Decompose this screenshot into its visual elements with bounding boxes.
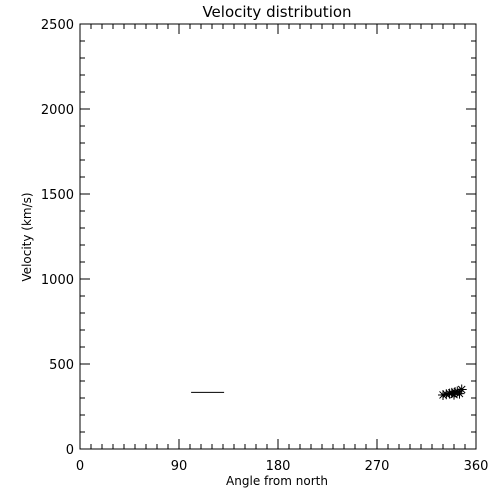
- y-tick-label: 1000: [41, 273, 74, 288]
- data-point: [441, 389, 452, 400]
- y-tick-label: 1500: [41, 188, 74, 203]
- chart-title: Velocity distribution: [202, 3, 351, 21]
- axis-ticks: 0 90 180 270 360 0 500 1000 1500 2000 2500: [41, 18, 489, 474]
- data-point: [449, 389, 459, 400]
- plot-frame: [79, 23, 477, 450]
- y-axis-label: Velocity (km/s): [20, 192, 34, 281]
- y-tick-label: 2000: [41, 103, 74, 118]
- data-point: [438, 389, 448, 400]
- x-axis-label: Angle from north: [226, 474, 328, 488]
- x-tick-label: 90: [171, 459, 188, 474]
- data-point: [456, 384, 467, 395]
- y-tick-label: 2500: [41, 18, 74, 33]
- y-tick-label: 0: [66, 443, 74, 458]
- x-tick-label: 270: [365, 459, 390, 474]
- data-point: [444, 388, 455, 399]
- x-tick-label: 360: [464, 459, 489, 474]
- x-tick-label: 180: [266, 459, 291, 474]
- data-marks: [191, 384, 467, 400]
- data-point: [450, 387, 461, 398]
- x-tick-label: 0: [76, 459, 84, 474]
- y-tick-label: 500: [49, 358, 74, 373]
- data-point: [454, 388, 465, 399]
